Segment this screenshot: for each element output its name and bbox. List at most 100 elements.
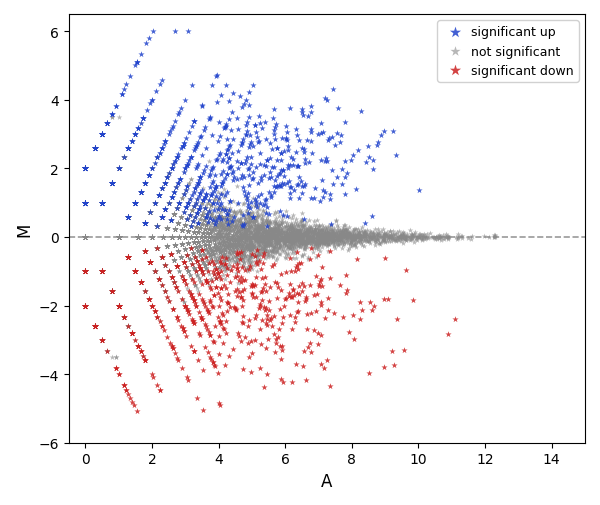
not significant <box>223 231 233 239</box>
not significant <box>204 233 214 241</box>
not significant <box>263 228 272 236</box>
not significant <box>114 233 124 241</box>
significant up <box>321 155 331 163</box>
not significant <box>278 219 287 227</box>
not significant <box>136 279 146 287</box>
significant down <box>313 329 323 337</box>
not significant <box>191 243 200 251</box>
not significant <box>157 214 167 222</box>
not significant <box>397 233 407 241</box>
not significant <box>202 265 211 273</box>
not significant <box>228 256 238 264</box>
significant up <box>155 149 164 158</box>
not significant <box>206 230 215 238</box>
significant down <box>205 331 215 339</box>
not significant <box>157 254 167 262</box>
not significant <box>80 268 90 276</box>
not significant <box>97 268 107 276</box>
not significant <box>196 233 205 241</box>
significant up <box>175 109 184 117</box>
not significant <box>152 244 162 252</box>
not significant <box>293 235 303 243</box>
not significant <box>215 218 224 226</box>
not significant <box>124 254 133 262</box>
not significant <box>196 233 205 241</box>
significant up <box>194 192 203 200</box>
not significant <box>80 233 90 241</box>
not significant <box>114 233 124 241</box>
not significant <box>252 246 262 254</box>
not significant <box>177 272 187 280</box>
not significant <box>238 243 247 251</box>
significant up <box>196 134 205 142</box>
significant down <box>111 364 121 372</box>
not significant <box>290 236 299 244</box>
not significant <box>301 239 311 247</box>
not significant <box>174 233 184 241</box>
not significant <box>97 199 107 207</box>
not significant <box>332 230 342 238</box>
not significant <box>185 272 195 280</box>
not significant <box>248 242 258 250</box>
not significant <box>167 193 176 201</box>
not significant <box>198 229 208 237</box>
significant up <box>80 199 90 207</box>
not significant <box>97 199 107 207</box>
not significant <box>114 233 124 241</box>
significant up <box>193 196 202 204</box>
not significant <box>238 224 247 232</box>
not significant <box>238 252 248 260</box>
not significant <box>140 219 150 227</box>
not significant <box>80 302 90 310</box>
significant up <box>298 109 307 117</box>
not significant <box>287 223 297 231</box>
significant up <box>199 196 208 205</box>
not significant <box>167 233 176 241</box>
significant down <box>236 273 245 281</box>
not significant <box>97 268 107 276</box>
not significant <box>80 233 90 241</box>
not significant <box>80 268 90 276</box>
not significant <box>314 225 324 233</box>
not significant <box>80 233 90 241</box>
significant up <box>302 137 312 145</box>
not significant <box>181 233 190 241</box>
not significant <box>97 268 107 276</box>
not significant <box>140 179 150 187</box>
not significant <box>174 233 184 241</box>
not significant <box>240 216 250 224</box>
not significant <box>218 203 228 211</box>
not significant <box>267 242 277 250</box>
significant up <box>368 166 377 174</box>
not significant <box>443 233 453 241</box>
significant down <box>214 270 223 278</box>
not significant <box>107 179 116 187</box>
not significant <box>263 250 273 258</box>
not significant <box>264 221 274 229</box>
not significant <box>367 235 377 243</box>
significant down <box>276 287 286 295</box>
not significant <box>274 221 283 229</box>
not significant <box>80 233 90 241</box>
not significant <box>80 233 90 241</box>
not significant <box>152 222 162 230</box>
not significant <box>236 224 245 232</box>
not significant <box>189 203 199 211</box>
not significant <box>285 230 295 238</box>
not significant <box>140 179 150 187</box>
not significant <box>205 244 215 252</box>
significant up <box>213 215 223 223</box>
not significant <box>265 239 275 247</box>
not significant <box>215 230 225 238</box>
significant down <box>252 246 262 254</box>
significant up <box>220 191 230 199</box>
not significant <box>208 258 217 266</box>
significant up <box>218 205 227 213</box>
not significant <box>182 251 192 259</box>
not significant <box>313 245 322 254</box>
not significant <box>240 251 250 260</box>
not significant <box>80 165 90 173</box>
not significant <box>178 227 187 235</box>
significant up <box>269 115 278 123</box>
not significant <box>204 233 214 241</box>
